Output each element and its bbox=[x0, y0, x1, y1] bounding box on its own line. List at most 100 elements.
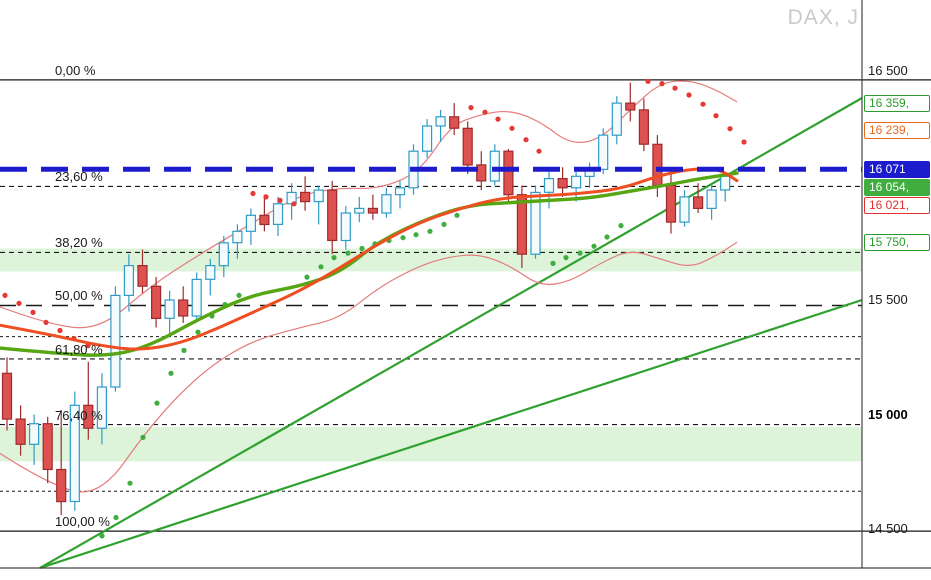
axis-price-tag: 16 021, bbox=[864, 196, 930, 214]
envelope-lower-line bbox=[0, 241, 738, 493]
sar-dot bbox=[427, 228, 433, 234]
candle-body bbox=[123, 265, 135, 297]
axis-price-label: 15 500 bbox=[868, 292, 908, 307]
fib-label: 38,20 % bbox=[55, 235, 103, 251]
fib-label: 0,00 % bbox=[55, 62, 96, 78]
candle-body bbox=[42, 423, 53, 471]
sar-dot bbox=[16, 300, 22, 306]
candle-body bbox=[245, 214, 256, 232]
candle-body bbox=[340, 212, 351, 242]
sar-dot bbox=[140, 434, 146, 440]
axis-price-label: 15 000 bbox=[868, 406, 908, 422]
sar-dot bbox=[686, 92, 692, 98]
candle-body bbox=[625, 102, 636, 111]
candle-body bbox=[462, 127, 473, 166]
ma-fast-red-line bbox=[0, 167, 739, 351]
fib-label: 76,40 % bbox=[55, 407, 103, 423]
candle-body bbox=[110, 294, 121, 388]
sar-dot bbox=[413, 232, 419, 238]
axis-price-tag: 16 359, bbox=[864, 94, 930, 112]
sar-dot bbox=[359, 245, 365, 252]
candle-body bbox=[1, 372, 13, 420]
sar-dot bbox=[727, 126, 733, 132]
sar-dot bbox=[127, 480, 133, 486]
sar-dot bbox=[113, 514, 119, 521]
candle-body bbox=[516, 194, 528, 255]
sar-dot bbox=[454, 212, 460, 218]
candle-body bbox=[530, 191, 541, 255]
candle-body bbox=[652, 143, 663, 187]
candle-body bbox=[381, 194, 392, 214]
candle-body bbox=[191, 278, 202, 317]
sar-dot bbox=[318, 264, 324, 270]
support-zone bbox=[0, 427, 862, 462]
axis-price-label: 14 500 bbox=[868, 521, 908, 536]
axis-price-tag: 16 071 bbox=[864, 160, 930, 178]
sar-dot bbox=[645, 78, 651, 84]
candle-body bbox=[598, 134, 609, 171]
sar-dot bbox=[741, 139, 747, 145]
sar-dot bbox=[536, 148, 542, 154]
candle-body bbox=[327, 189, 338, 242]
axis-price-tag: 16 054, bbox=[864, 178, 930, 196]
chart-title: DAX, J bbox=[787, 6, 859, 29]
sar-dot bbox=[468, 105, 474, 111]
sar-dot bbox=[30, 309, 36, 315]
candle-body bbox=[611, 102, 622, 136]
sar-dot bbox=[277, 197, 283, 203]
axis-price-tag: 15 750, bbox=[864, 234, 930, 252]
candle-body bbox=[679, 196, 690, 223]
candle-body bbox=[164, 299, 175, 319]
fib-label: 50,00 % bbox=[55, 288, 103, 304]
candle-body bbox=[449, 116, 460, 129]
candle-body bbox=[435, 116, 446, 127]
sar-dot bbox=[618, 223, 624, 229]
fib-label: 23,60 % bbox=[55, 169, 103, 185]
sar-dot bbox=[577, 250, 583, 256]
sar-dot bbox=[604, 234, 610, 240]
sar-dot bbox=[291, 201, 297, 207]
sar-dot bbox=[331, 255, 337, 261]
candle-body bbox=[178, 299, 189, 317]
sar-dot bbox=[563, 255, 569, 261]
sar-dot bbox=[2, 292, 8, 298]
sar-dot bbox=[181, 347, 187, 353]
envelope-upper-line bbox=[0, 80, 738, 329]
candle-body bbox=[422, 125, 433, 152]
sar-dot bbox=[672, 85, 678, 91]
candle-body bbox=[259, 214, 270, 226]
sar-dot bbox=[345, 250, 351, 256]
candle-body bbox=[272, 203, 284, 226]
axis-price-tag: 16 239, bbox=[864, 122, 930, 140]
sar-dot bbox=[700, 101, 706, 107]
candle-body bbox=[638, 109, 650, 145]
candle-body bbox=[137, 265, 148, 287]
candle-body bbox=[557, 178, 568, 189]
candle-body bbox=[218, 242, 229, 267]
fib-label: 61,80 % bbox=[55, 341, 103, 357]
sar-dot bbox=[57, 327, 63, 334]
axis-price-label: 16 500 bbox=[868, 63, 908, 78]
sar-dot bbox=[509, 125, 515, 131]
sar-dot bbox=[195, 329, 201, 335]
sar-dot bbox=[99, 533, 105, 539]
sar-dot bbox=[495, 116, 501, 122]
candle-body bbox=[313, 189, 324, 203]
candle-body bbox=[151, 285, 162, 319]
sar-dot bbox=[400, 235, 406, 241]
sar-dot bbox=[482, 109, 488, 115]
candle-body bbox=[69, 404, 80, 503]
fib-label: 100,00 % bbox=[55, 514, 110, 530]
sar-dot bbox=[550, 260, 556, 266]
candle-body bbox=[503, 150, 514, 196]
sar-dot bbox=[591, 243, 597, 249]
trendline bbox=[39, 298, 863, 569]
sar-dot bbox=[250, 190, 256, 197]
sar-dot bbox=[154, 400, 160, 406]
candle-body bbox=[692, 196, 704, 209]
candle-body bbox=[476, 164, 487, 182]
candle-body bbox=[300, 191, 311, 203]
candle-body bbox=[56, 468, 67, 503]
